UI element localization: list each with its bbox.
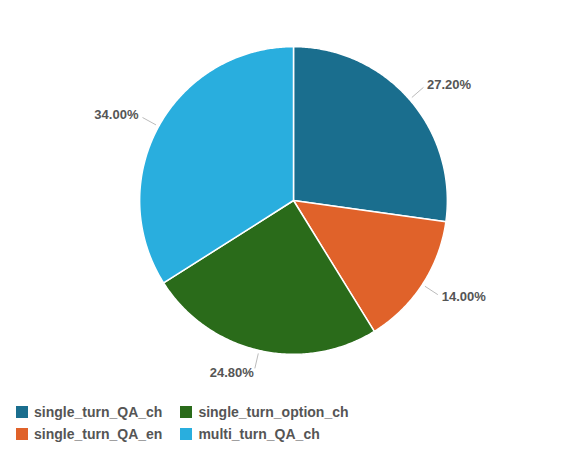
svg-text:27.20%: 27.20% (427, 76, 472, 91)
svg-text:14.00%: 14.00% (442, 289, 487, 304)
html-text:single_turn_option_ch: single_turn_option_ch (198, 404, 349, 420)
svg-text:24.80%: 24.80% (210, 365, 255, 380)
html-text:single_turn_QA_en: single_turn_QA_en (34, 426, 163, 442)
html-text:single_turn_QA_ch: single_turn_QA_ch (34, 404, 163, 420)
html-text:multi_turn_QA_ch: multi_turn_QA_ch (198, 426, 320, 442)
svg-text:34.00%: 34.00% (94, 107, 139, 122)
